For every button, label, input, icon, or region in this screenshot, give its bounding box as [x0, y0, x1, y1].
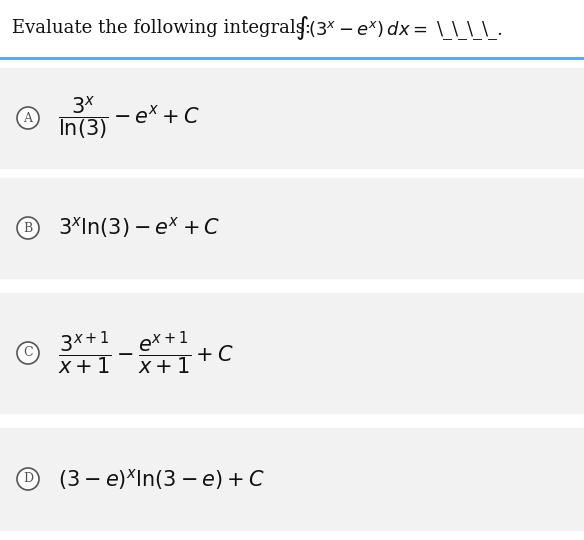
Text: $(3-e)^x \ln(3-e) + C$: $(3-e)^x \ln(3-e) + C$ [58, 467, 265, 491]
Circle shape [17, 342, 39, 364]
Circle shape [17, 217, 39, 239]
Bar [0, 178, 584, 278]
Circle shape [17, 107, 39, 129]
Text: A: A [23, 111, 33, 125]
Text: $\dfrac{3^x}{\ln(3)} - e^x + C$: $\dfrac{3^x}{\ln(3)} - e^x + C$ [58, 94, 200, 142]
Text: B: B [23, 221, 33, 234]
Text: $\dfrac{3^{x+1}}{x+1} - \dfrac{e^{x+1}}{x+1} + C$: $\dfrac{3^{x+1}}{x+1} - \dfrac{e^{x+1}}{… [58, 329, 234, 377]
Bar [0, 0, 584, 58]
Text: Evaluate the following integrals:: Evaluate the following integrals: [12, 19, 311, 37]
Text: $3^x \ln(3) - e^x + C$: $3^x \ln(3) - e^x + C$ [58, 215, 220, 240]
Bar [0, 68, 584, 168]
Text: C: C [23, 347, 33, 360]
Text: $\int(3^x - e^x)\,dx = $ \_\_\_\_.: $\int(3^x - e^x)\,dx = $ \_\_\_\_. [295, 14, 503, 42]
Bar [0, 293, 584, 413]
Circle shape [17, 468, 39, 490]
Bar [0, 428, 584, 530]
Text: D: D [23, 472, 33, 485]
